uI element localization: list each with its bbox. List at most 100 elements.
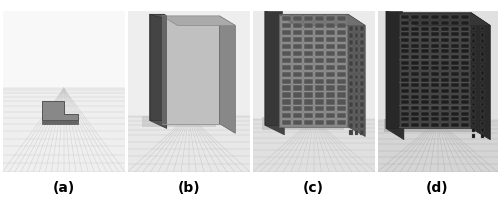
Bar xyxy=(304,52,312,57)
Polygon shape xyxy=(471,14,490,140)
Bar xyxy=(402,22,409,26)
Bar xyxy=(461,67,468,71)
Bar xyxy=(451,67,459,71)
Bar xyxy=(472,116,476,119)
Bar xyxy=(441,44,449,48)
Bar xyxy=(282,58,290,64)
Bar xyxy=(350,41,353,46)
Bar xyxy=(282,38,290,43)
Bar xyxy=(431,56,439,60)
Bar xyxy=(421,101,429,105)
Bar xyxy=(315,58,324,64)
Bar xyxy=(421,33,429,37)
Bar xyxy=(354,75,358,80)
Bar xyxy=(451,56,459,60)
Bar xyxy=(304,17,312,22)
Bar xyxy=(326,121,334,126)
Bar xyxy=(411,101,419,105)
Bar xyxy=(441,56,449,60)
Bar xyxy=(451,61,459,65)
Bar xyxy=(472,65,476,69)
Bar xyxy=(315,86,324,91)
Bar xyxy=(315,38,324,43)
Polygon shape xyxy=(150,15,166,20)
Bar xyxy=(337,45,345,50)
Bar xyxy=(431,33,439,37)
Bar xyxy=(354,27,358,32)
Bar xyxy=(354,48,358,52)
Bar xyxy=(326,45,334,50)
Bar xyxy=(402,101,409,105)
Bar xyxy=(431,61,439,65)
Bar xyxy=(282,65,290,71)
Bar xyxy=(482,135,484,138)
Polygon shape xyxy=(42,102,78,121)
Bar xyxy=(421,16,429,20)
Bar xyxy=(461,95,468,99)
Polygon shape xyxy=(2,89,125,172)
Bar xyxy=(304,86,312,91)
Bar xyxy=(451,90,459,94)
Bar xyxy=(431,73,439,77)
Bar xyxy=(326,93,334,98)
Bar xyxy=(315,100,324,105)
Bar xyxy=(337,58,345,64)
Bar xyxy=(402,112,409,116)
Bar xyxy=(421,78,429,82)
Polygon shape xyxy=(265,12,284,135)
Bar xyxy=(411,67,419,71)
Bar xyxy=(482,72,484,75)
Bar xyxy=(402,118,409,122)
Bar xyxy=(350,27,353,32)
Bar xyxy=(304,45,312,50)
Polygon shape xyxy=(150,15,166,129)
Bar xyxy=(482,128,484,132)
Bar xyxy=(326,17,334,22)
Bar xyxy=(304,24,312,29)
Bar xyxy=(451,78,459,82)
Bar xyxy=(315,45,324,50)
Bar xyxy=(350,110,353,114)
Bar xyxy=(326,72,334,77)
Bar xyxy=(472,78,476,82)
Bar xyxy=(360,123,364,128)
Bar xyxy=(451,22,459,26)
Bar xyxy=(402,73,409,77)
Bar xyxy=(451,73,459,77)
Bar xyxy=(451,112,459,116)
Bar xyxy=(354,82,358,87)
Bar xyxy=(326,38,334,43)
Bar xyxy=(461,112,468,116)
Bar xyxy=(337,107,345,112)
Polygon shape xyxy=(280,15,348,127)
Bar xyxy=(441,101,449,105)
Bar xyxy=(411,95,419,99)
Bar xyxy=(421,61,429,65)
Bar xyxy=(482,91,484,94)
Bar xyxy=(304,121,312,126)
Bar xyxy=(411,56,419,60)
Polygon shape xyxy=(220,17,236,134)
Bar xyxy=(451,50,459,54)
Bar xyxy=(482,65,484,69)
Bar xyxy=(337,121,345,126)
Bar xyxy=(431,118,439,122)
Bar xyxy=(461,27,468,32)
Bar xyxy=(282,31,290,36)
Bar xyxy=(350,82,353,87)
Bar xyxy=(431,112,439,116)
Bar xyxy=(360,68,364,73)
Bar xyxy=(402,16,409,20)
Bar xyxy=(282,114,290,119)
Bar xyxy=(482,109,484,113)
Bar xyxy=(402,27,409,32)
Bar xyxy=(421,22,429,26)
Bar xyxy=(350,34,353,39)
Bar xyxy=(304,65,312,71)
Bar xyxy=(472,97,476,101)
Bar xyxy=(282,45,290,50)
Bar xyxy=(402,50,409,54)
Bar xyxy=(293,31,302,36)
Bar xyxy=(360,103,364,108)
Bar xyxy=(399,128,471,129)
